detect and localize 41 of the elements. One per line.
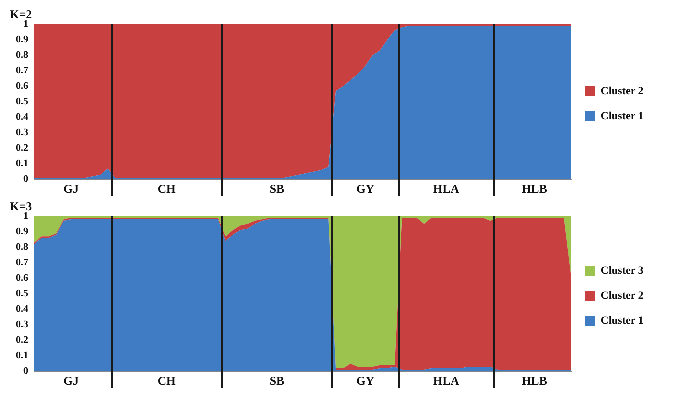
x-tick-label: GJ [64, 374, 79, 388]
x-tick-label: GJ [64, 182, 79, 196]
y-tick-label: 0.9 [16, 34, 28, 46]
legend-label: Cluster 1 [600, 110, 644, 122]
y-tick-label: 0 [24, 174, 28, 186]
y-tick-label: 0.2 [16, 335, 28, 346]
legend-label: Cluster 2 [600, 290, 644, 302]
x-tick-label: HLA [433, 182, 460, 196]
y-tick-label: 1 [24, 18, 28, 30]
x-tick-label: GY [356, 374, 375, 388]
x-tick-label: SB [270, 374, 285, 388]
y-tick-label: 0.5 [16, 96, 28, 108]
y-tick-label: 0.2 [16, 143, 28, 154]
y-tick-label: 1 [24, 210, 28, 222]
y-tick-label: 0.4 [16, 112, 28, 124]
y-tick-label: 0.8 [16, 242, 28, 254]
chart-title: K=3 [10, 199, 32, 214]
x-tick-label: GY [356, 182, 375, 196]
x-tick-label: HLA [433, 374, 460, 388]
x-tick-label: CH [158, 374, 177, 388]
legend-label: Cluster 2 [600, 85, 644, 98]
y-tick-label: 0.6 [16, 81, 28, 92]
y-tick-label: 0.3 [16, 320, 28, 331]
legend-label: Cluster 3 [600, 264, 644, 277]
y-tick-label: 0.3 [16, 128, 28, 139]
y-tick-label: 0.7 [16, 66, 28, 77]
y-tick-label: 0.8 [16, 50, 28, 62]
x-tick-label: SB [270, 182, 285, 196]
y-tick-label: 0 [24, 366, 28, 378]
x-tick-label: HLB [522, 374, 548, 388]
y-tick-label: 0.4 [16, 304, 28, 316]
y-tick-label: 0.9 [16, 226, 28, 238]
y-tick-label: 0.5 [16, 288, 28, 300]
x-tick-label: HLB [522, 182, 548, 196]
x-tick-label: CH [158, 182, 177, 196]
y-tick-label: 0.7 [16, 258, 28, 269]
chart-title: K=2 [10, 7, 32, 22]
y-tick-label: 0.1 [16, 350, 28, 362]
y-tick-label: 0.6 [16, 273, 28, 284]
y-tick-label: 0.1 [16, 158, 28, 170]
legend-label: Cluster 1 [600, 314, 644, 327]
